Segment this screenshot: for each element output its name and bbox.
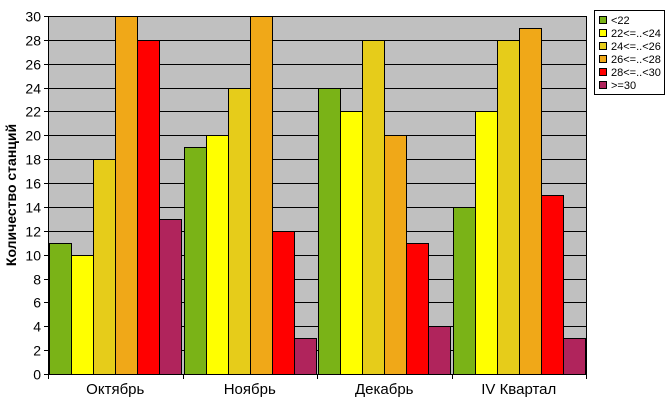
legend-swatch xyxy=(599,55,607,63)
bar xyxy=(250,16,273,375)
bar xyxy=(406,243,429,375)
y-tick-label: 24 xyxy=(25,81,41,97)
legend-label: >=30 xyxy=(611,80,636,92)
y-tick-label: 8 xyxy=(33,272,41,288)
legend-swatch xyxy=(599,16,607,24)
y-tick-label: 10 xyxy=(25,248,41,264)
y-tick-label: 26 xyxy=(25,57,41,73)
bar xyxy=(294,338,317,375)
bar xyxy=(272,231,295,375)
legend-label: 26<=..<28 xyxy=(611,54,661,66)
bar xyxy=(340,111,363,375)
legend-label: 28<=..<30 xyxy=(611,67,661,79)
bar xyxy=(563,338,586,375)
legend-label: 24<=..<26 xyxy=(611,41,661,53)
bar xyxy=(519,28,542,375)
bar xyxy=(228,88,251,375)
bar xyxy=(71,255,94,375)
y-tick-label: 28 xyxy=(25,33,41,49)
legend-swatch xyxy=(599,68,607,76)
bar xyxy=(475,111,498,375)
bar xyxy=(137,40,160,375)
y-tick-label: 20 xyxy=(25,128,41,144)
x-category-label: IV Квартал xyxy=(481,381,556,398)
legend-swatch xyxy=(599,42,607,50)
y-tick-label: 30 xyxy=(25,9,41,25)
bar xyxy=(115,16,138,375)
legend-label: 22<=..<24 xyxy=(611,28,661,40)
bar xyxy=(318,88,341,375)
y-tick-label: 4 xyxy=(33,319,41,335)
legend-label: <22 xyxy=(611,15,630,27)
y-tick-label: 0 xyxy=(33,367,41,383)
x-category-label: Октябрь xyxy=(86,381,144,398)
bar xyxy=(49,243,72,375)
bar xyxy=(384,135,407,375)
bar xyxy=(93,159,116,375)
axes xyxy=(44,16,587,379)
x-category-labels: Октябрь Ноябрь Декабрь IV Квартал xyxy=(86,381,556,398)
y-tick-label: 16 xyxy=(25,176,41,192)
legend-swatch xyxy=(599,29,607,37)
bar xyxy=(541,195,564,375)
x-category-label: Декабрь xyxy=(355,381,414,398)
y-tick-label: 2 xyxy=(33,343,41,359)
bar xyxy=(206,135,229,375)
bars xyxy=(49,16,586,375)
bar xyxy=(184,147,207,375)
y-tick-label: 18 xyxy=(25,152,41,168)
y-tick-label: 6 xyxy=(33,295,41,311)
bar xyxy=(428,326,451,375)
bar xyxy=(159,219,182,375)
bar xyxy=(453,207,476,375)
legend-swatch xyxy=(599,81,607,89)
legend-box xyxy=(594,10,665,95)
bar xyxy=(497,40,520,375)
y-tick-label: 12 xyxy=(25,224,41,240)
y-tick-label: 14 xyxy=(25,200,41,216)
legend: <2222<=..<2424<=..<2626<=..<2828<=..<30>… xyxy=(594,10,665,95)
x-category-label: Ноябрь xyxy=(224,381,276,398)
bar xyxy=(362,40,385,375)
y-tick-label: 22 xyxy=(25,104,41,120)
y-axis-label: Количество станций xyxy=(3,124,19,266)
